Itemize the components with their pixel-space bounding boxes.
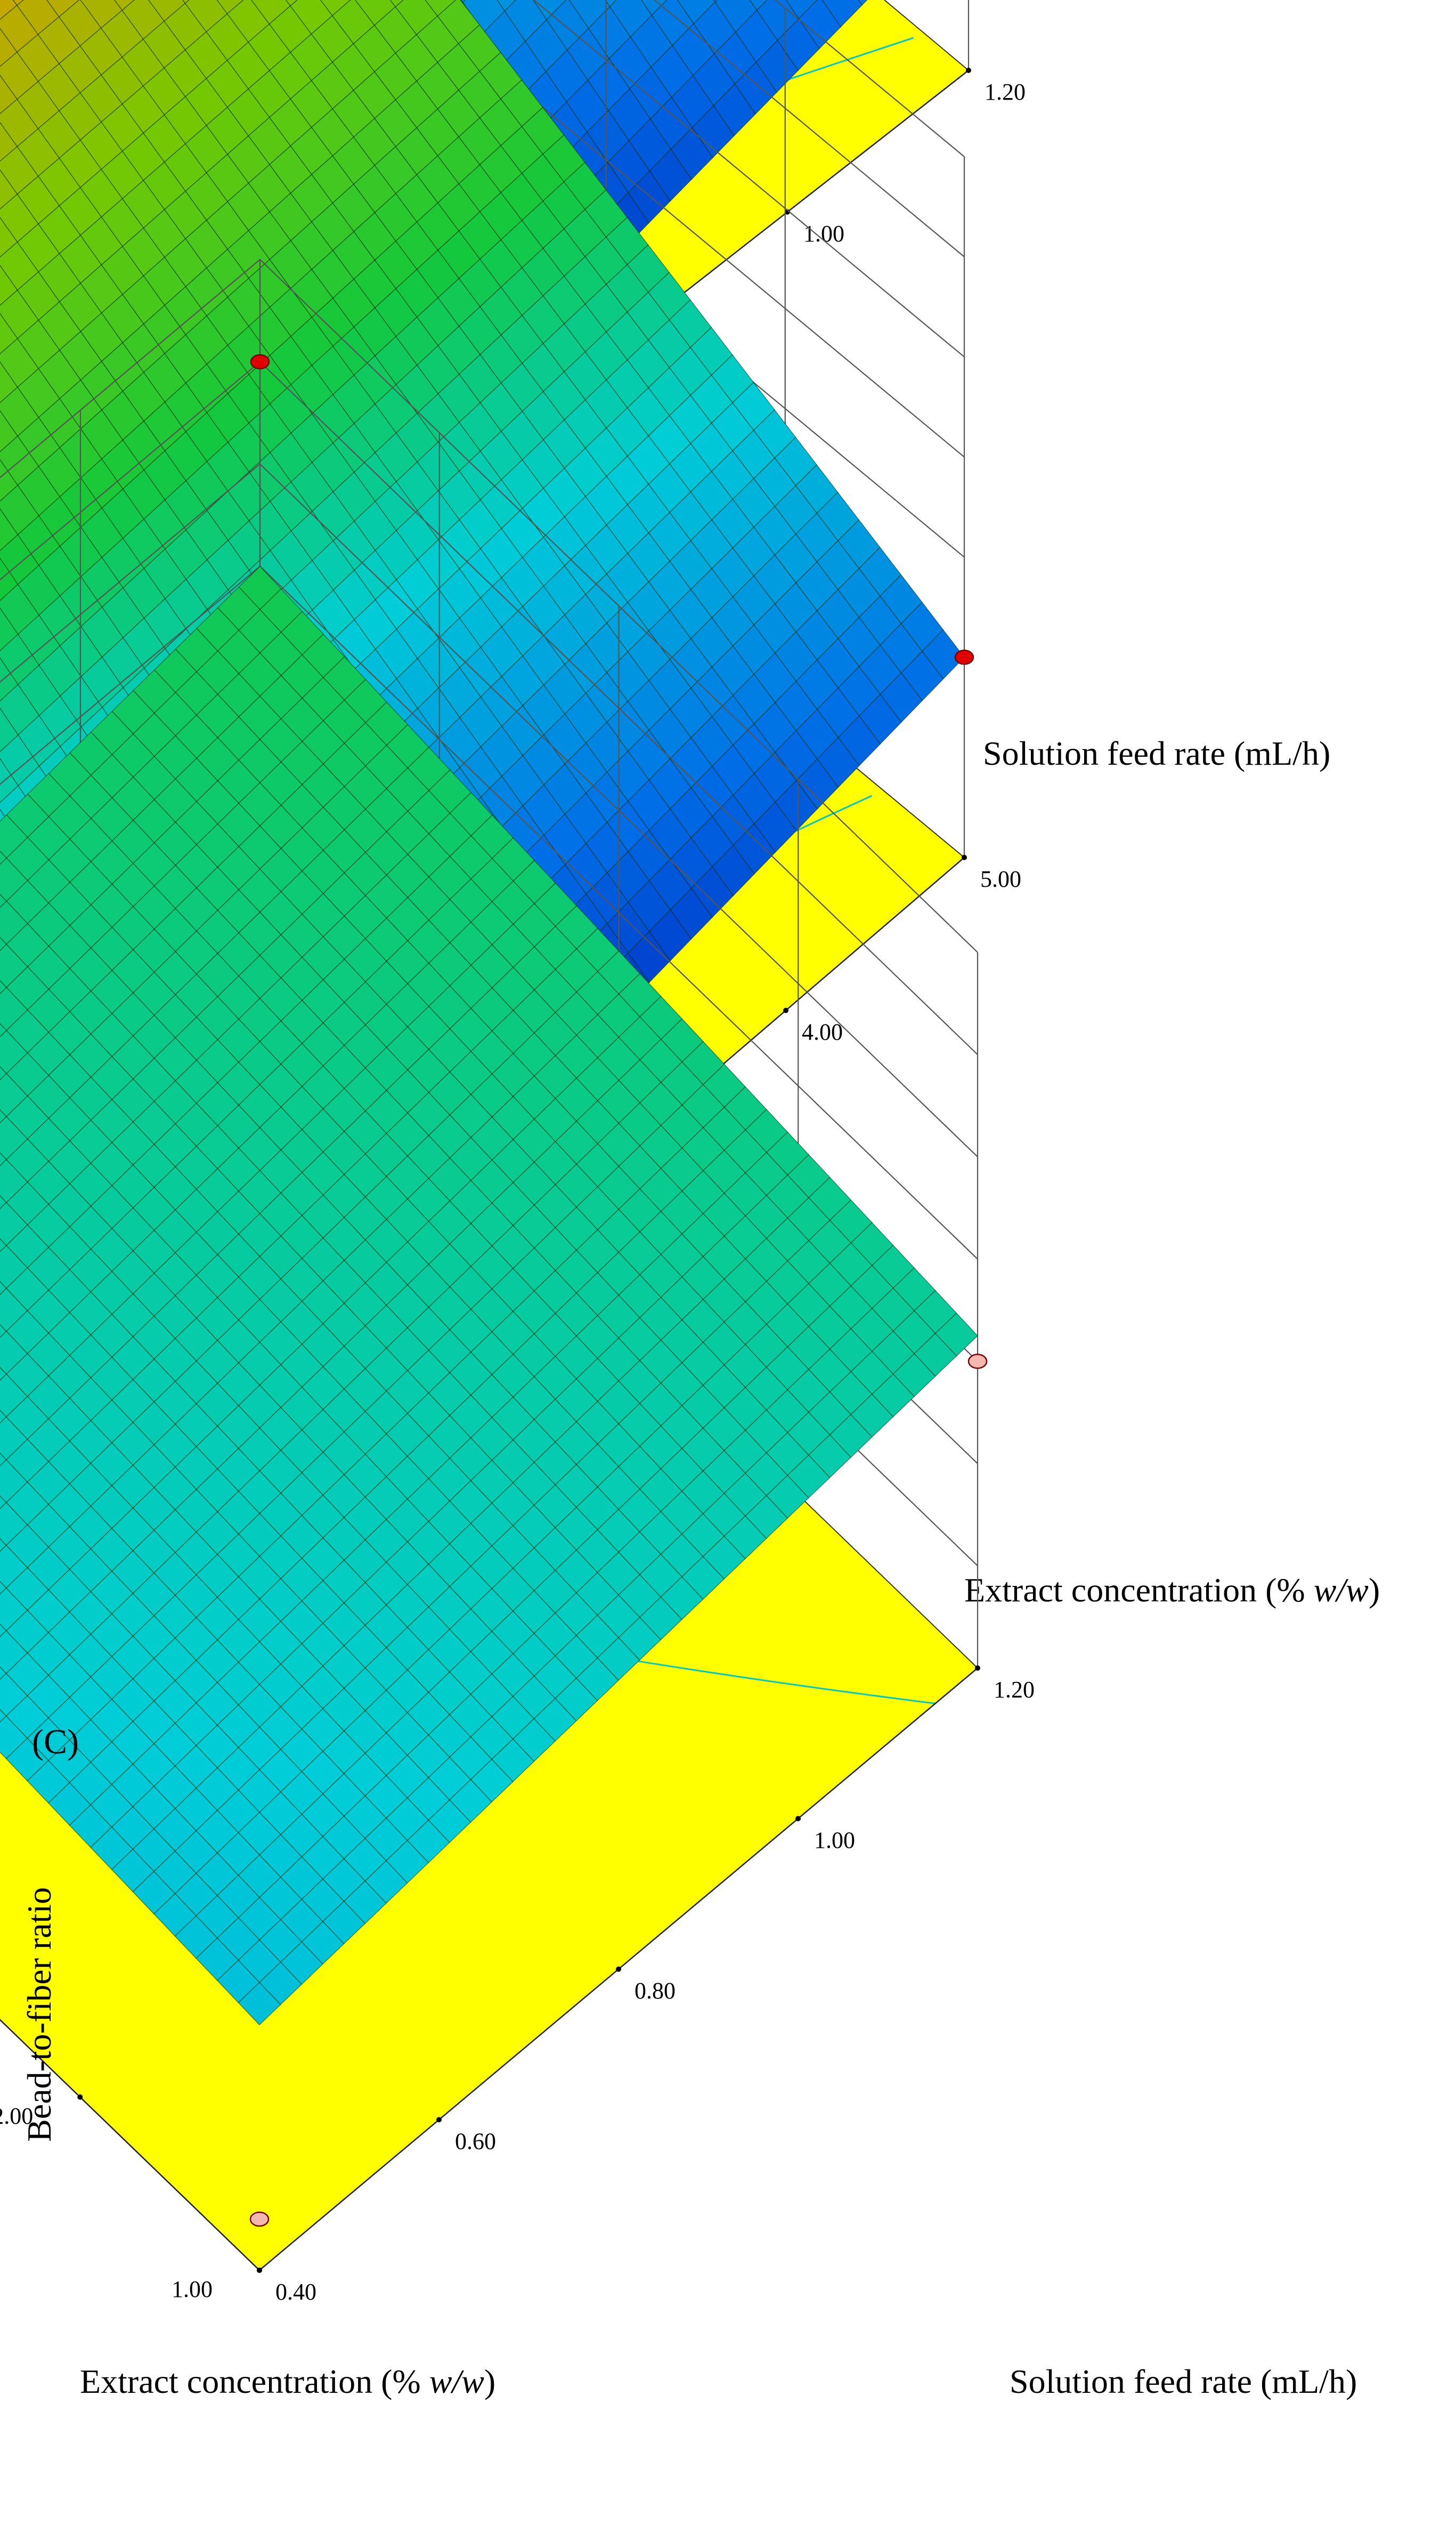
left-tick-label: 2.00: [0, 2103, 33, 2129]
surface-cell: [0, 980, 7, 994]
left-tick-label: 1.00: [172, 2276, 213, 2302]
surface-cell: [389, 0, 404, 7]
right-tick-dot: [783, 1008, 788, 1013]
right-tick-label: 0.80: [635, 1978, 676, 2004]
right-tick-dot: [436, 2117, 442, 2123]
z-axis-title: Bead-to-fiber ratio: [20, 1887, 58, 2142]
right-axis-title: Extract concentration (% w/w): [964, 1571, 1380, 1609]
right-tick-label: 1.20: [985, 79, 1026, 105]
right-tick-dot: [962, 855, 967, 860]
surface-cell: [0, 937, 7, 951]
design-points: [249, 354, 988, 2227]
surface-cell: [605, 0, 617, 7]
surface-cell: [497, 0, 516, 12]
surface-cell: [0, 1238, 7, 1252]
grid-line: [0, 463, 978, 1158]
right-axis-title-text: Solution feed rate (mL/h): [983, 734, 1330, 772]
left-axis-title: Extract concentration (% w/w): [80, 2362, 495, 2400]
right-axis-title-text: Extract concentration (%: [964, 1571, 1314, 1609]
surface-cell: [0, 1023, 7, 1038]
right-axis-title-text: Solution feed rate (mL/h): [1010, 2362, 1357, 2400]
surface-cell: [0, 1281, 7, 1296]
grid-line: [533, 0, 965, 358]
right-axis-title-close: ): [1369, 1571, 1380, 1609]
surface-cell: [0, 1581, 7, 1595]
surface-cell: [0, 1324, 7, 1338]
surface-cell: [182, 0, 190, 4]
surface-cell: [0, 1666, 7, 1680]
surface-cell: [0, 1152, 7, 1167]
surface-cell: [238, 1981, 281, 2026]
surface-cell: [0, 1709, 7, 1723]
design-point-marker: [967, 1354, 988, 1369]
left-axis-title-text: Extract concentration (%: [80, 2362, 429, 2400]
surface-cell: [12, 0, 24, 6]
right-tick-label: 1.20: [994, 1677, 1035, 1703]
design-point-marker: [249, 2211, 270, 2227]
design-point-marker: [954, 650, 974, 665]
surface-cell: [285, 0, 298, 7]
right-axis-ticks: 0.40 0.60 0.80 1.00 1.20: [257, 1665, 1035, 2305]
surface-cell: [0, 894, 7, 908]
response-surface: [0, 565, 978, 2026]
right-tick-label: 5.00: [980, 866, 1021, 892]
surface-cell: [858, 0, 868, 6]
right-axis-title: Solution feed rate (mL/h): [1010, 2362, 1357, 2400]
surface-cell: [0, 1452, 7, 1467]
left-axis-line: [0, 2019, 260, 2271]
panel-label: (C): [32, 1722, 79, 1761]
grid-line: [0, 0, 965, 458]
grid-line: [0, 258, 978, 953]
surface-cell: [0, 1066, 7, 1081]
surface-cell: [114, 0, 135, 11]
right-tick-dot: [975, 1665, 980, 1671]
surface-cell: [0, 851, 7, 865]
surface-cell: [0, 1195, 7, 1210]
surface-cell: [0, 1538, 7, 1552]
surface-cell: [0, 1410, 7, 1424]
right-tick-dot: [966, 68, 971, 73]
surface-cell: [0, 1367, 7, 1381]
design-point-marker: [250, 354, 270, 370]
grid-line: [654, 0, 965, 257]
surface-cell: [0, 1109, 7, 1123]
right-tick-dot: [616, 1966, 621, 1972]
right-tick-label: 1.00: [803, 221, 844, 247]
left-axis-title-unit: w/w: [429, 2362, 484, 2400]
surface-cell: [749, 0, 768, 11]
panel-c: -0.200.20.40.60.815.004.003.002.001.000.…: [0, 258, 1357, 2400]
right-tick-dot: [257, 2268, 262, 2273]
right-tick-label: 0.60: [455, 2129, 496, 2155]
right-axis-title-unit: w/w: [1314, 1571, 1369, 1609]
right-tick-dot: [795, 1816, 801, 1822]
right-tick-label: 4.00: [802, 1019, 843, 1045]
left-tick-dot: [77, 2094, 83, 2100]
right-tick-label: 0.40: [275, 2279, 316, 2305]
surface-cell: [0, 1495, 7, 1509]
left-axis-title-close: ): [484, 2362, 495, 2400]
right-axis-title: Solution feed rate (mL/h): [983, 734, 1330, 772]
right-tick-label: 1.00: [814, 1827, 855, 1854]
surface-cell: [0, 1623, 7, 1638]
